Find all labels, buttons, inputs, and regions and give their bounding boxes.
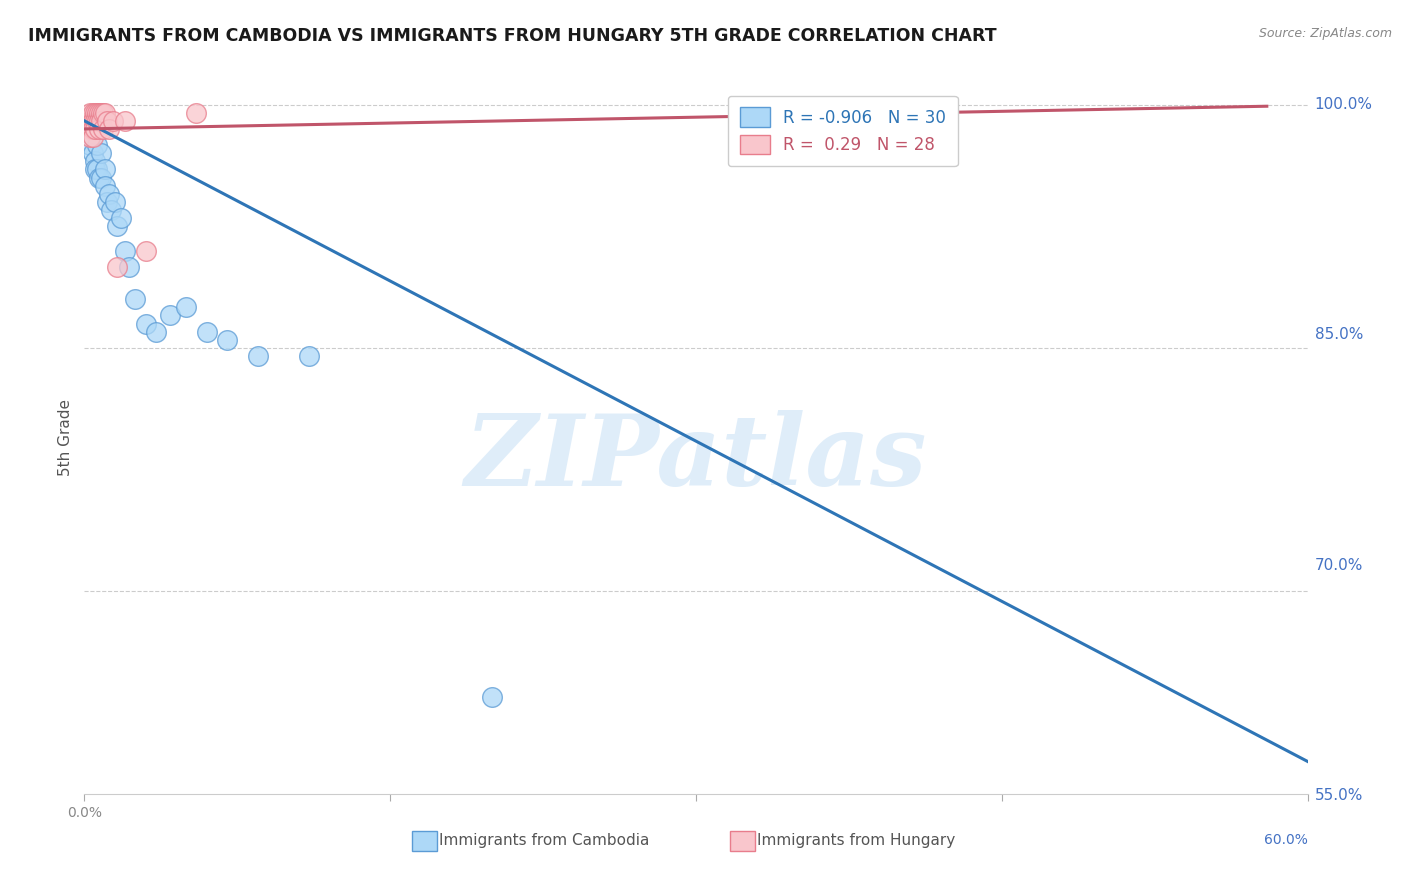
Point <box>90 113 112 128</box>
Point <box>114 244 136 258</box>
Point <box>82 130 104 145</box>
Point <box>82 146 104 161</box>
Point <box>83 162 105 177</box>
Point <box>87 113 110 128</box>
Point <box>145 325 167 339</box>
Point <box>79 122 101 136</box>
Point <box>105 219 128 234</box>
Point <box>101 113 124 128</box>
Point <box>86 138 108 153</box>
Point <box>481 690 503 704</box>
FancyBboxPatch shape <box>730 831 755 851</box>
Point <box>96 113 118 128</box>
Point <box>97 122 120 136</box>
Point <box>87 105 110 120</box>
Point <box>135 317 157 331</box>
Point <box>93 178 115 193</box>
Point <box>118 260 141 274</box>
Point <box>93 162 115 177</box>
Point <box>86 162 108 177</box>
Point <box>97 186 120 201</box>
Text: Immigrants from Cambodia: Immigrants from Cambodia <box>439 833 650 848</box>
Point <box>195 325 218 339</box>
Point <box>298 349 321 363</box>
Point <box>246 349 269 363</box>
Text: IMMIGRANTS FROM CAMBODIA VS IMMIGRANTS FROM HUNGARY 5TH GRADE CORRELATION CHART: IMMIGRANTS FROM CAMBODIA VS IMMIGRANTS F… <box>28 27 997 45</box>
Point <box>83 154 105 169</box>
Point <box>217 333 239 347</box>
Point <box>82 122 104 136</box>
Point <box>83 105 105 120</box>
Point <box>79 105 101 120</box>
Point <box>79 130 101 145</box>
FancyBboxPatch shape <box>412 831 437 851</box>
Point <box>82 113 104 128</box>
Point <box>79 138 101 153</box>
Point <box>96 194 118 209</box>
Point <box>114 113 136 128</box>
Legend: R = -0.906   N = 30, R =  0.29   N = 28: R = -0.906 N = 30, R = 0.29 N = 28 <box>728 95 957 166</box>
Point <box>91 105 114 120</box>
Y-axis label: 5th Grade: 5th Grade <box>58 399 73 475</box>
Point <box>87 170 110 185</box>
Point <box>86 113 108 128</box>
Point <box>79 113 101 128</box>
Text: 60.0%: 60.0% <box>1264 833 1308 847</box>
Point <box>104 194 127 209</box>
Point <box>90 170 112 185</box>
Text: Source: ZipAtlas.com: Source: ZipAtlas.com <box>1258 27 1392 40</box>
Point <box>90 146 112 161</box>
Point <box>105 260 128 274</box>
Point <box>159 309 181 323</box>
Point <box>82 105 104 120</box>
Point <box>174 301 197 315</box>
Point <box>86 105 108 120</box>
Text: Immigrants from Hungary: Immigrants from Hungary <box>758 833 956 848</box>
Point <box>87 122 110 136</box>
Point <box>110 211 132 226</box>
Point <box>83 113 105 128</box>
Point <box>90 105 112 120</box>
Point <box>100 202 122 217</box>
Point <box>186 105 208 120</box>
Point <box>93 105 115 120</box>
Text: ZIPatlas: ZIPatlas <box>465 410 927 507</box>
Point <box>83 122 105 136</box>
Point <box>124 292 146 306</box>
Point <box>91 122 114 136</box>
Point <box>135 244 157 258</box>
